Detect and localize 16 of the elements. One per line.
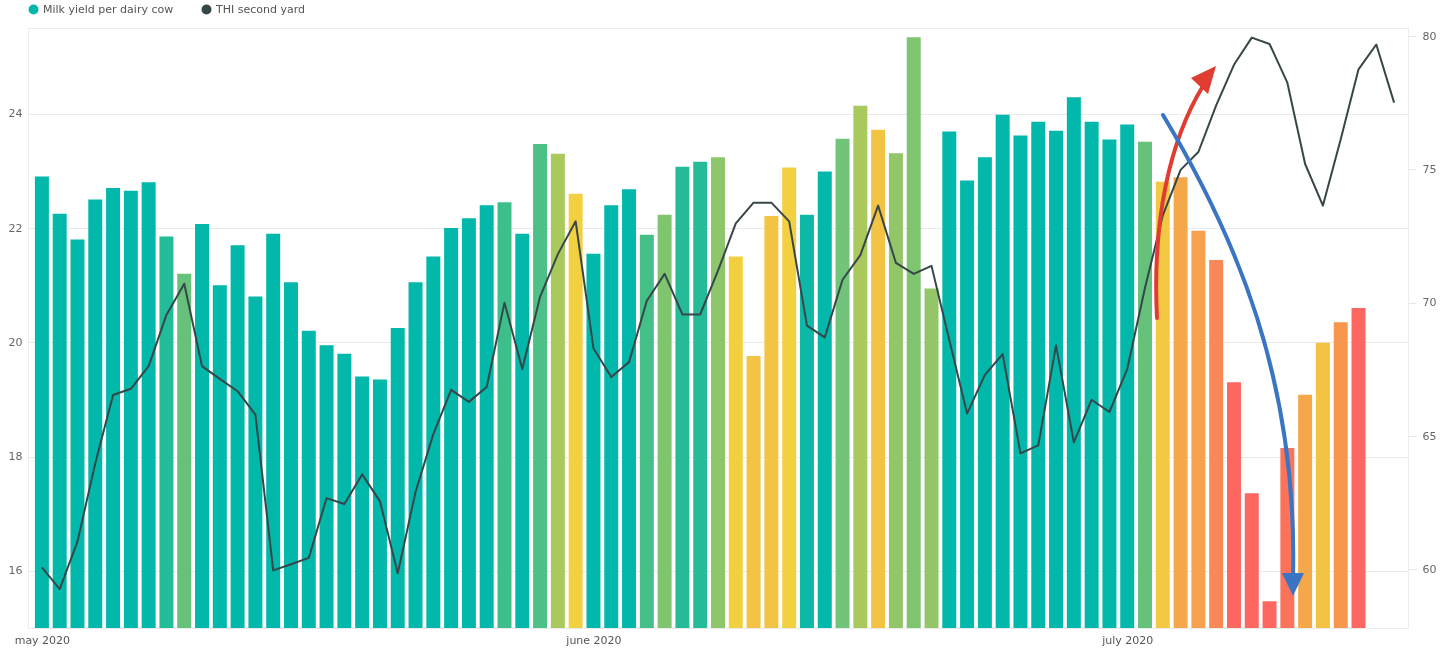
y2-tick-label: 60 [1422, 562, 1437, 576]
x-tick-label: july 2020 [1101, 633, 1154, 647]
y-tick-label: 22 [8, 221, 23, 235]
y-tick-label: 20 [8, 335, 23, 349]
y-tick-label: 18 [8, 450, 23, 464]
legend-label: Milk yield per dairy cow [43, 2, 174, 16]
line-series [40, 36, 1396, 591]
y-tick-label: 24 [8, 107, 23, 121]
y2-tick-label: 75 [1422, 162, 1437, 176]
x-tick-label: may 2020 [14, 633, 71, 647]
y2-tick-label: 80 [1422, 29, 1437, 43]
y-tick-label: 16 [8, 564, 23, 578]
x-tick-label: june 2020 [565, 633, 622, 647]
y2-tick-label: 65 [1422, 429, 1437, 443]
y2-tick-label: 70 [1422, 296, 1437, 310]
legend-label: THI second yard [215, 2, 306, 16]
